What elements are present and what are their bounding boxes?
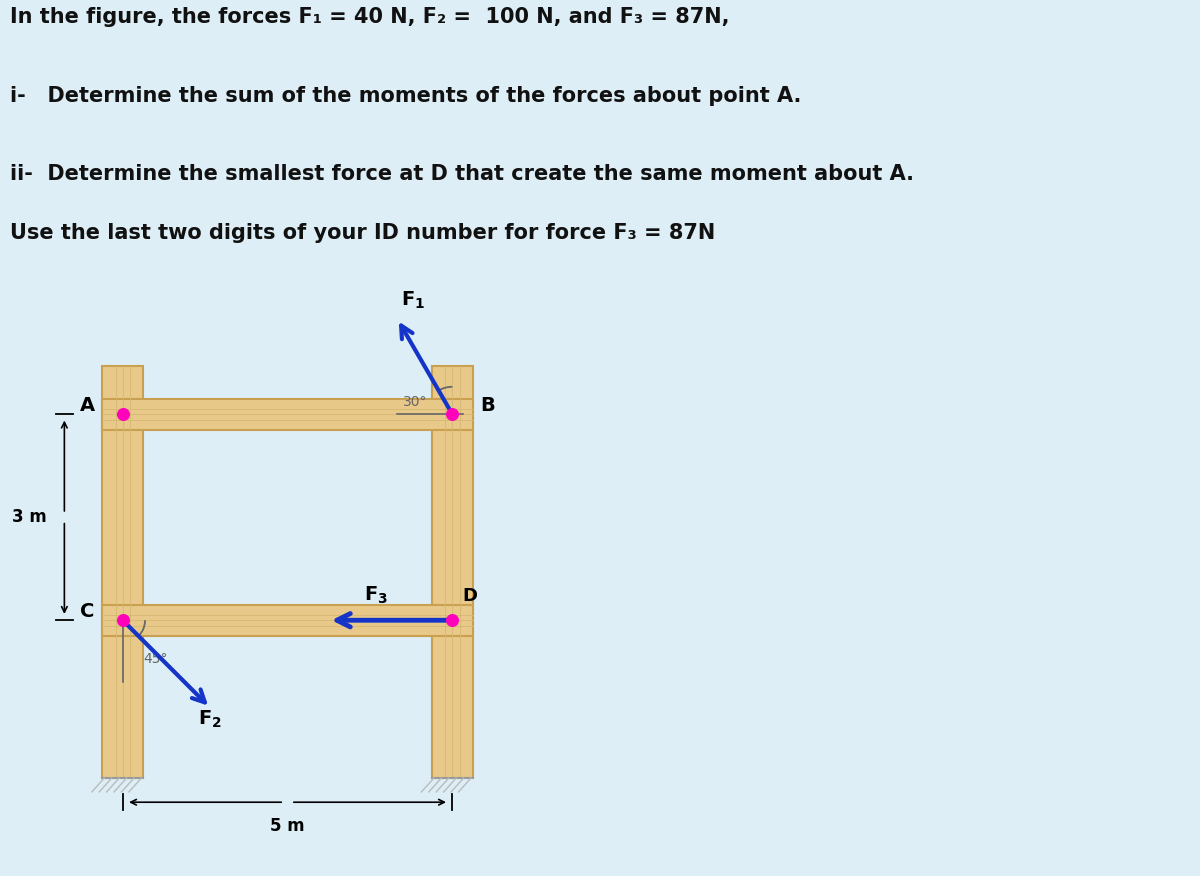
Text: ii-  Determine the smallest force at D that create the same moment about A.: ii- Determine the smallest force at D th…	[10, 165, 913, 184]
Polygon shape	[102, 366, 143, 778]
Text: D: D	[463, 587, 478, 605]
Text: $\mathbf{F_2}$: $\mathbf{F_2}$	[198, 709, 222, 730]
Text: 30°: 30°	[403, 395, 427, 409]
Text: $\mathbf{F_1}$: $\mathbf{F_1}$	[401, 289, 425, 311]
Text: C: C	[80, 602, 95, 621]
Point	[443, 613, 462, 627]
Point	[443, 407, 462, 421]
Text: In the figure, the forces F₁ = 40 N, F₂ =  100 N, and F₃ = 87N,: In the figure, the forces F₁ = 40 N, F₂ …	[10, 7, 730, 27]
Polygon shape	[102, 399, 473, 430]
Text: 45°: 45°	[143, 652, 168, 666]
Point	[113, 407, 132, 421]
Text: Use the last two digits of your ID number for force F₃ = 87N: Use the last two digits of your ID numbe…	[10, 223, 715, 243]
Text: i-   Determine the sum of the moments of the forces about point A.: i- Determine the sum of the moments of t…	[10, 86, 800, 106]
Point	[113, 613, 132, 627]
Text: 3 m: 3 m	[12, 508, 47, 526]
Text: 5 m: 5 m	[270, 817, 305, 836]
Text: A: A	[79, 396, 95, 415]
Polygon shape	[432, 366, 473, 778]
Text: $\mathbf{F_3}$: $\mathbf{F_3}$	[364, 585, 388, 606]
Polygon shape	[102, 604, 473, 636]
Text: B: B	[481, 396, 496, 415]
